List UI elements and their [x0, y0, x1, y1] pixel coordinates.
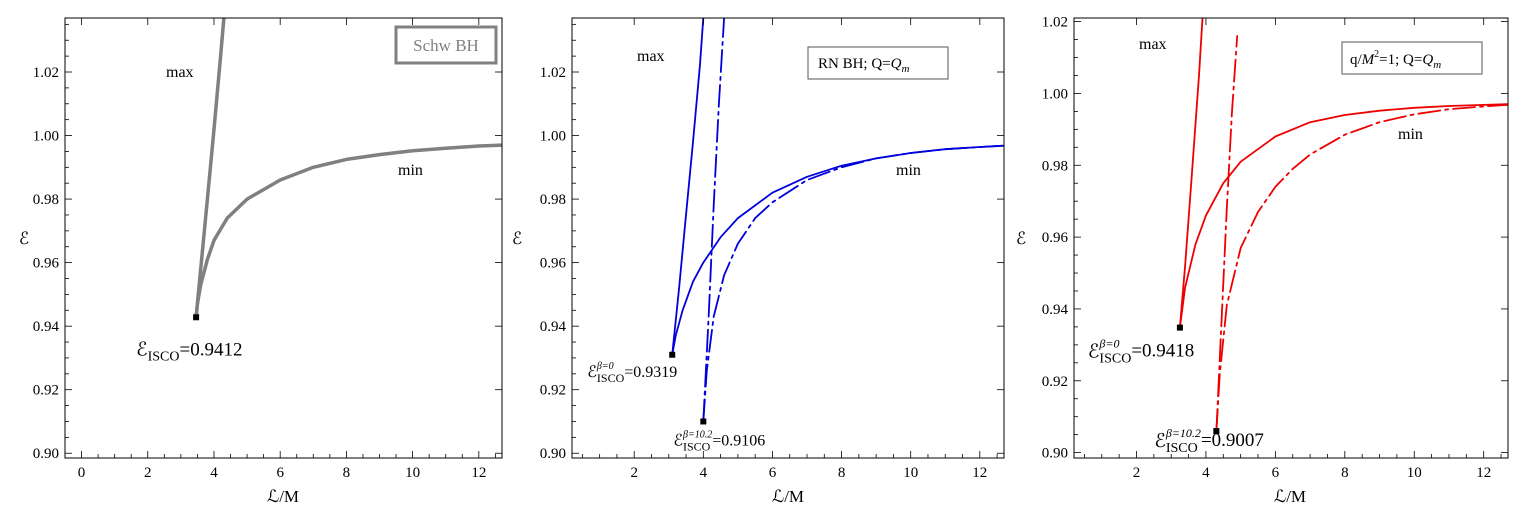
isco-label: ℰβ=10.2 ISCO =0.9007 [1154, 426, 1264, 456]
y-tick-label: 0.94 [1042, 302, 1069, 318]
series-line-1 [1179, 103, 1508, 329]
y-tick-label: 0.96 [540, 256, 567, 272]
y-tick-label: 1.02 [1042, 15, 1068, 31]
y-tick-label: 0.94 [540, 319, 567, 335]
x-tick-label: 12 [972, 465, 987, 481]
y-axis-label: ℰ [1016, 229, 1026, 248]
series-line-0 [194, 18, 226, 320]
x-tick-label: 12 [471, 465, 486, 481]
series-line-2 [1215, 35, 1239, 432]
y-tick-label: 0.96 [33, 256, 60, 272]
legend-text: q/M2=1; Q=Qm [1350, 49, 1441, 71]
isco-marker [700, 418, 707, 425]
x-tick-label: 8 [1341, 465, 1349, 481]
x-tick-label: 2 [1133, 465, 1141, 481]
y-tick-label: 0.92 [33, 383, 59, 399]
isco-marker [1213, 428, 1220, 435]
x-tick-label: 8 [838, 465, 846, 481]
panel-reissner-nordstrom: 2 4 6 8 10 12 0.90 0.92 0.94 0.96 0.98 1.00 1.02 RN … [512, 17, 1005, 506]
label-max: max [166, 64, 194, 81]
plot-frame [571, 17, 1005, 459]
isco-label: ℰβ=10.2 ISCO =0.9106 [673, 429, 765, 453]
isco-marker [193, 314, 200, 321]
isco-label: ℰβ=0 ISCO=0.9418 [1088, 337, 1194, 367]
x-axis-label: ℒ/M [1274, 487, 1306, 506]
x-tick-label: 4 [700, 465, 708, 481]
x-tick-label: 10 [1407, 465, 1422, 481]
label-min: min [398, 162, 423, 179]
y-tick-label: 0.90 [33, 446, 59, 462]
legend-text: Schw BH [413, 36, 479, 55]
legend-box [394, 25, 498, 65]
isco-marker [669, 351, 676, 358]
x-tick-label: 0 [78, 465, 86, 481]
y-tick-label: 1.00 [33, 129, 59, 145]
y-tick-label: 0.92 [540, 383, 566, 399]
label-min: min [1398, 126, 1423, 143]
x-tick-label: 10 [903, 465, 918, 481]
plot-frame [64, 17, 503, 459]
y-tick-label: 1.02 [33, 65, 59, 81]
legend-text: RN BH; Q=Qm [818, 56, 909, 75]
x-tick-label: 10 [405, 465, 420, 481]
legend-box [1341, 41, 1483, 75]
y-tick-label: 0.98 [540, 192, 566, 208]
x-tick-label: 8 [343, 465, 351, 481]
legend-box [807, 46, 949, 80]
y-tick-label: 0.92 [1042, 374, 1068, 390]
series-line-1 [671, 144, 1004, 356]
label-max: max [1139, 36, 1167, 53]
x-tick-label: 6 [769, 465, 777, 481]
panel-schwarzschild: 0 2 4 6 8 10 12 0.90 0.92 0.94 0.96 0.98 1.00 1.02 Sc… [19, 17, 503, 506]
x-tick-label: 2 [144, 465, 152, 481]
series-line-3 [1215, 104, 1508, 432]
y-tick-label: 1.00 [1042, 86, 1068, 102]
isco-marker [1176, 324, 1183, 331]
series-line-3 [702, 144, 1004, 423]
y-axis-label: ℰ [512, 229, 522, 248]
series-line-0 [1179, 18, 1204, 329]
y-axis-label: ℰ [19, 229, 29, 248]
label-max: max [637, 48, 665, 65]
x-tick-label: 2 [630, 465, 638, 481]
x-tick-label: 6 [276, 465, 284, 481]
label-min: min [896, 162, 921, 179]
x-tick-label: 6 [1272, 465, 1280, 481]
x-tick-label: 12 [1476, 465, 1491, 481]
plot-frame [1073, 17, 1509, 459]
x-axis-label: ℒ/M [772, 487, 804, 506]
panel-charged-q1: 2 4 6 8 10 12 0.90 0.92 0.94 0.96 0.98 1.00 1.02 q/M… [1016, 15, 1509, 506]
series-line-2 [702, 18, 725, 423]
isco-label: ℰβ=0 ISCO=0.9319 [587, 361, 677, 385]
y-tick-label: 0.94 [33, 319, 60, 335]
series-line-0 [671, 18, 705, 356]
y-tick-label: 1.02 [540, 65, 566, 81]
y-tick-label: 0.90 [1042, 446, 1068, 462]
y-tick-label: 0.96 [1042, 230, 1069, 246]
x-tick-label: 4 [1202, 465, 1210, 481]
x-tick-label: 4 [210, 465, 218, 481]
x-axis-label: ℒ/M [267, 487, 299, 506]
y-tick-label: 1.00 [540, 129, 566, 145]
y-tick-label: 0.98 [33, 192, 59, 208]
isco-label: ℰISCO=0.9412 [136, 339, 242, 364]
y-tick-label: 0.98 [1042, 158, 1068, 174]
series-line-1 [194, 143, 502, 320]
y-tick-label: 0.90 [540, 446, 566, 462]
